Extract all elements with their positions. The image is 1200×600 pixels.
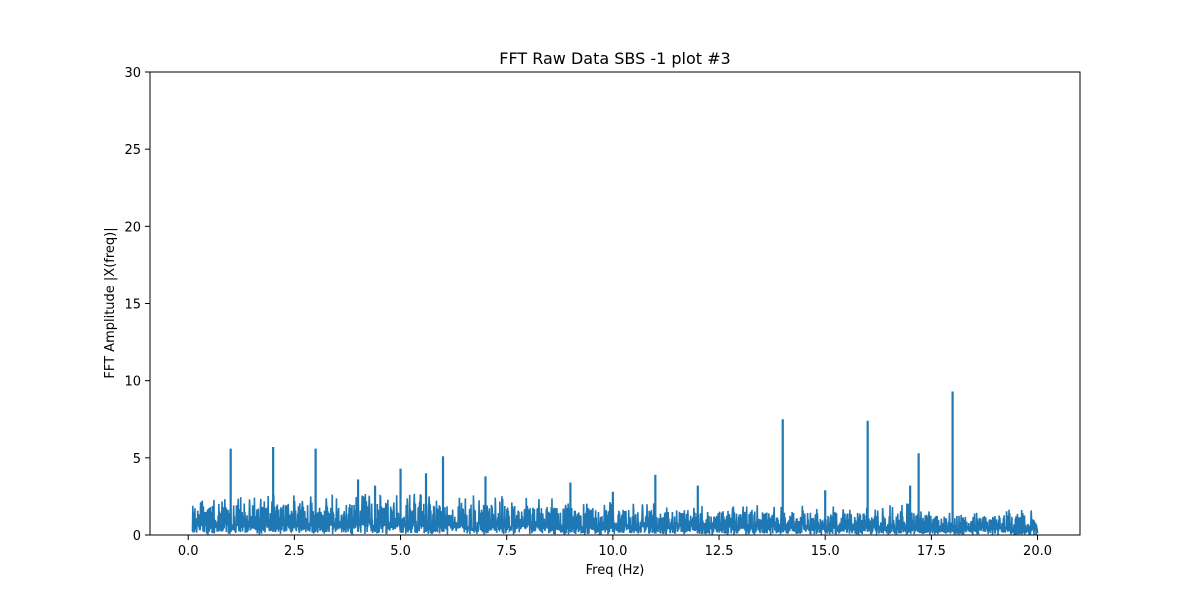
chart-title: FFT Raw Data SBS -1 plot #3 bbox=[499, 49, 730, 68]
y-tick-label: 10 bbox=[124, 375, 141, 390]
spectrum-line bbox=[191, 493, 1039, 537]
x-tick-label: 20.0 bbox=[1023, 544, 1052, 559]
plot-layer bbox=[191, 391, 1039, 537]
x-tick-label: 12.5 bbox=[705, 544, 734, 559]
x-axis-label: Freq (Hz) bbox=[586, 563, 645, 578]
y-tick-label: 30 bbox=[124, 66, 141, 81]
y-tick-label: 15 bbox=[124, 298, 141, 313]
y-tick-label: 0 bbox=[133, 529, 141, 544]
x-tick-label: 15.0 bbox=[811, 544, 840, 559]
y-tick-label: 20 bbox=[124, 220, 141, 235]
axes-layer: 0.0 2.5 5.0 7.5 10.0 12.5 15.0 17.5 20.0 0 5 10 15 20… bbox=[124, 66, 1081, 559]
x-tick-label: 17.5 bbox=[917, 544, 946, 559]
y-tick-label: 25 bbox=[124, 143, 141, 158]
x-tick-label: 7.5 bbox=[496, 544, 517, 559]
x-tick-label: 2.5 bbox=[284, 544, 305, 559]
x-tick-label: 0.0 bbox=[178, 544, 199, 559]
x-tick-label: 5.0 bbox=[390, 544, 411, 559]
x-tick-label: 10.0 bbox=[598, 544, 627, 559]
y-axis-label: FFT Amplitude |X(freq)| bbox=[103, 227, 118, 378]
y-tick-label: 5 bbox=[133, 452, 141, 467]
